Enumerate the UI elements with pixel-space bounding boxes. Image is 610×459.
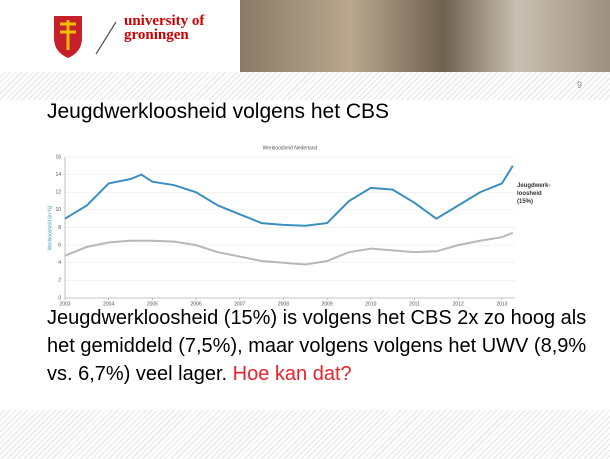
y-tick-label: 14 [55, 172, 61, 178]
chart-title: Werkloosheid Nederland [263, 145, 318, 151]
line-label: Jeugdwerk- loosheid (15%) [517, 182, 543, 206]
slide: university of groningen 9 Jeugdwerkloosh… [0, 0, 610, 459]
chart: Werkloosheid Nederland Werkloosheid (in … [0, 0, 610, 459]
y-tick-label: 8 [58, 225, 61, 231]
y-tick-label: 4 [58, 260, 61, 266]
highlight: Hoe kan dat? [233, 363, 352, 385]
body-text: Jeugdwerkloosheid (15%) is volgens het C… [47, 304, 592, 388]
y-tick-label: 6 [58, 242, 61, 248]
y-axis-label: Werkloosheid (in %) [47, 205, 53, 250]
y-tick-label: 16 [55, 154, 61, 160]
y-tick-label: 12 [55, 190, 61, 196]
y-tick-label: 10 [55, 207, 61, 213]
y-tick-label: 2 [58, 278, 61, 284]
line-series [65, 233, 513, 265]
